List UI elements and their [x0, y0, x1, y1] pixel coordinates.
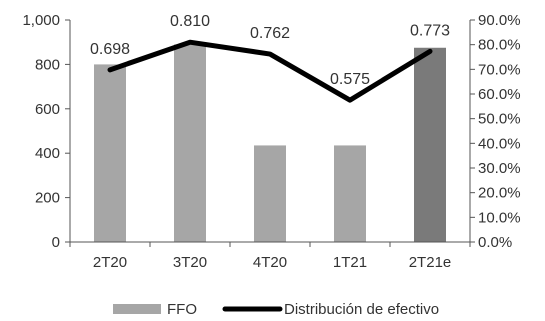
data-label-2T21e: 0.773	[410, 22, 450, 39]
data-label-1T21: 0.575	[330, 71, 370, 88]
labels-layer: 0.698 0.810 0.762 0.575 0.773	[90, 13, 450, 88]
x-tick-label: 4T20	[253, 254, 287, 271]
y-left-tick-label: 600	[35, 101, 60, 118]
line-distribucion	[107, 39, 433, 103]
line-layer	[107, 39, 433, 103]
y-right-tick-label: 30.0%	[478, 160, 521, 177]
legend-label-distribucion: Distribución de efectivo	[284, 301, 439, 318]
legend: FFO Distribución de efectivo	[113, 301, 439, 318]
x-tick-label: 1T21	[333, 254, 367, 271]
legend-label-ffo: FFO	[167, 301, 197, 318]
x-tick-label: 2T20	[93, 254, 127, 271]
data-label-3T20: 0.810	[170, 13, 210, 30]
y-right-tick-label: 20.0%	[478, 185, 521, 202]
y-right-tick-label: 50.0%	[478, 111, 521, 128]
data-label-2T20: 0.698	[90, 41, 130, 58]
bar-2T21e	[414, 47, 446, 242]
bars-layer	[94, 44, 446, 243]
y-right-tick-label: 80.0%	[478, 37, 521, 54]
y-right-tick-label: 40.0%	[478, 135, 521, 152]
bar-3T20	[174, 44, 206, 242]
y-left-tick-label: 800	[35, 56, 60, 73]
y-left-tick-label: 1,000	[22, 12, 60, 29]
y-right-tick-label: 10.0%	[478, 209, 521, 226]
legend-swatch-ffo	[113, 304, 161, 314]
bar-1T21	[334, 145, 366, 242]
y-right-tick-label: 0.0%	[478, 234, 512, 251]
bar-4T20	[254, 145, 286, 242]
y-right-tick-label: 90.0%	[478, 12, 521, 29]
y-left-tick-label: 200	[35, 190, 60, 207]
x-tick-label: 3T20	[173, 254, 207, 271]
y-left-tick-label: 0	[52, 234, 60, 251]
y-right-tick-label: 60.0%	[478, 86, 521, 103]
y-right-tick-label: 70.0%	[478, 61, 521, 78]
data-label-4T20: 0.762	[250, 25, 290, 42]
y-left-tick-label: 400	[35, 145, 60, 162]
bar-2T20	[94, 64, 126, 243]
x-tick-label: 2T21e	[409, 254, 452, 271]
axes-layer: 0 200 400 600 800 1,000 0.0% 10.0% 20.0% 30.0% 40.…	[22, 12, 520, 271]
